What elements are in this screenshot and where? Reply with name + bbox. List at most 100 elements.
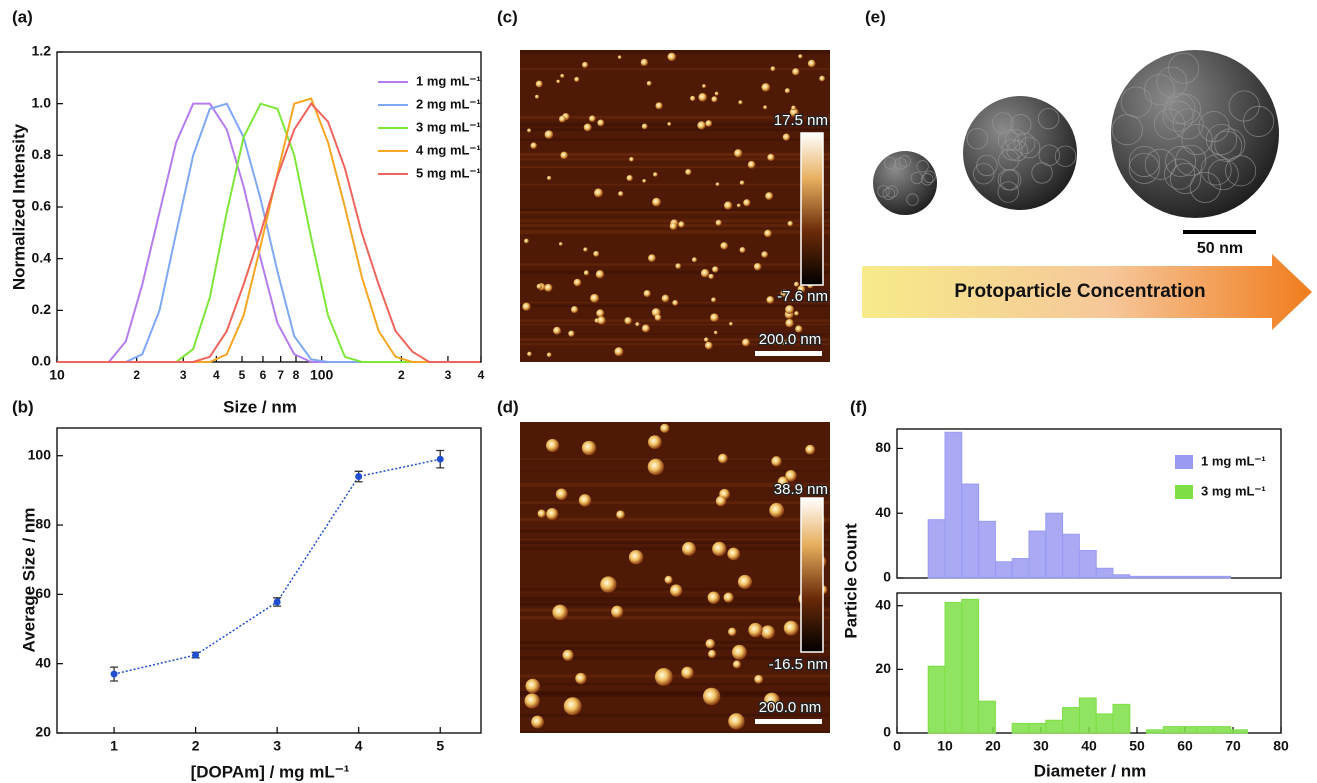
afm-particle <box>590 294 599 303</box>
afm-particle <box>715 92 719 96</box>
point <box>274 598 281 605</box>
afm-particle <box>522 303 530 311</box>
afm-particle <box>672 300 678 306</box>
x-tick-label: 3 <box>273 738 281 754</box>
x-tick-label: 30 <box>1033 738 1049 754</box>
y-tick-label: 80 <box>875 439 891 455</box>
afm-particle <box>711 297 716 302</box>
afm-particle <box>593 251 599 257</box>
afm-particle <box>711 96 717 102</box>
scale-bar-label: 50 nm <box>1197 240 1243 257</box>
afm-particle <box>788 221 793 226</box>
afm-particle <box>662 295 670 303</box>
afm-particle <box>740 247 746 253</box>
x-tick-label: 100 <box>310 367 334 383</box>
afm-particle <box>785 305 794 314</box>
x-tick-label: 80 <box>1273 738 1289 754</box>
afm-particle <box>560 152 567 159</box>
afm-particle <box>720 242 728 250</box>
afm-streak <box>520 470 830 471</box>
afm-particle <box>702 84 706 88</box>
colorbar <box>801 498 823 652</box>
afm-particle <box>697 121 705 129</box>
x-tick-label: 4 <box>478 368 485 382</box>
plot-frame <box>57 428 481 733</box>
x-tick-label: 7 <box>277 368 284 382</box>
histogram-bar <box>945 432 962 578</box>
afm-particle <box>766 296 774 304</box>
afm-particle <box>728 713 744 729</box>
histogram-bar <box>1046 513 1063 578</box>
afm-particle <box>600 576 616 592</box>
afm-particle <box>546 508 558 520</box>
x-tick-label: 6 <box>260 368 267 382</box>
afm-streak <box>520 675 830 678</box>
afm-particle <box>546 439 559 452</box>
histogram-bar <box>979 701 996 733</box>
afm-particle <box>682 542 696 556</box>
afm-particle <box>670 584 682 596</box>
spheres <box>873 50 1279 218</box>
afm-particle <box>642 124 648 130</box>
afm-particle <box>716 220 722 226</box>
afm-particle <box>545 130 554 139</box>
afm-streak <box>520 692 830 695</box>
afm-particle <box>642 179 646 183</box>
y-tick-label: 80 <box>35 516 51 532</box>
afm-particle <box>584 123 592 131</box>
afm-particle <box>530 142 537 149</box>
afm-particle <box>629 157 634 162</box>
afm-streak <box>520 50 830 54</box>
afm-particle <box>536 81 543 88</box>
afm-particle <box>547 352 552 357</box>
afm-streak <box>520 271 830 274</box>
afm-streak <box>520 230 830 234</box>
afm-particle <box>785 319 793 327</box>
afm-particle <box>655 668 673 686</box>
histogram-bar <box>1214 576 1231 578</box>
afm-particle <box>792 68 799 75</box>
afm-particle <box>564 697 582 715</box>
afm-particle <box>763 105 767 109</box>
afm-streak <box>520 541 830 543</box>
afm-particle <box>648 435 662 449</box>
histogram-bar <box>1147 576 1164 578</box>
x-tick-label: 0 <box>893 738 901 754</box>
histogram-bar <box>1079 550 1096 578</box>
afm-streak <box>520 548 830 550</box>
afm-particle <box>733 660 741 668</box>
scale-bar <box>755 719 822 724</box>
y-tick-label: 40 <box>875 504 891 520</box>
afm-particle <box>560 74 564 78</box>
histogram-bar <box>1231 730 1248 733</box>
afm-particle <box>709 274 714 279</box>
afm-particle <box>656 102 663 109</box>
afm-particle <box>547 176 551 180</box>
histogram-bar <box>1079 698 1096 733</box>
afm-particle <box>675 263 681 269</box>
afm-particle <box>808 60 816 68</box>
afm-particle <box>641 59 648 66</box>
afm-particle <box>583 247 587 251</box>
afm-particle <box>665 576 673 584</box>
afm-particle <box>701 269 709 277</box>
afm-particle <box>624 317 631 324</box>
afm-streak <box>520 263 830 265</box>
y-tick-label: 0 <box>883 569 891 585</box>
point <box>111 671 118 678</box>
x-tick-label: 10 <box>937 738 953 754</box>
x-tick-label: 2 <box>192 738 200 754</box>
afm-particle <box>743 199 750 206</box>
afm-streak <box>520 319 830 322</box>
afm-streak <box>520 600 830 601</box>
afm-particle <box>714 331 718 335</box>
afm-particle <box>737 204 741 208</box>
afm-particle <box>785 88 790 93</box>
histogram-bar <box>928 666 945 733</box>
panel-label: (a) <box>12 7 33 26</box>
afm-particle <box>748 623 762 637</box>
afm-particle <box>667 122 671 126</box>
scale-bar-label: 200.0 nm <box>759 699 822 716</box>
legend-label: 5 mg mL⁻¹ <box>416 165 481 180</box>
x-tick-label: 40 <box>1081 738 1097 754</box>
